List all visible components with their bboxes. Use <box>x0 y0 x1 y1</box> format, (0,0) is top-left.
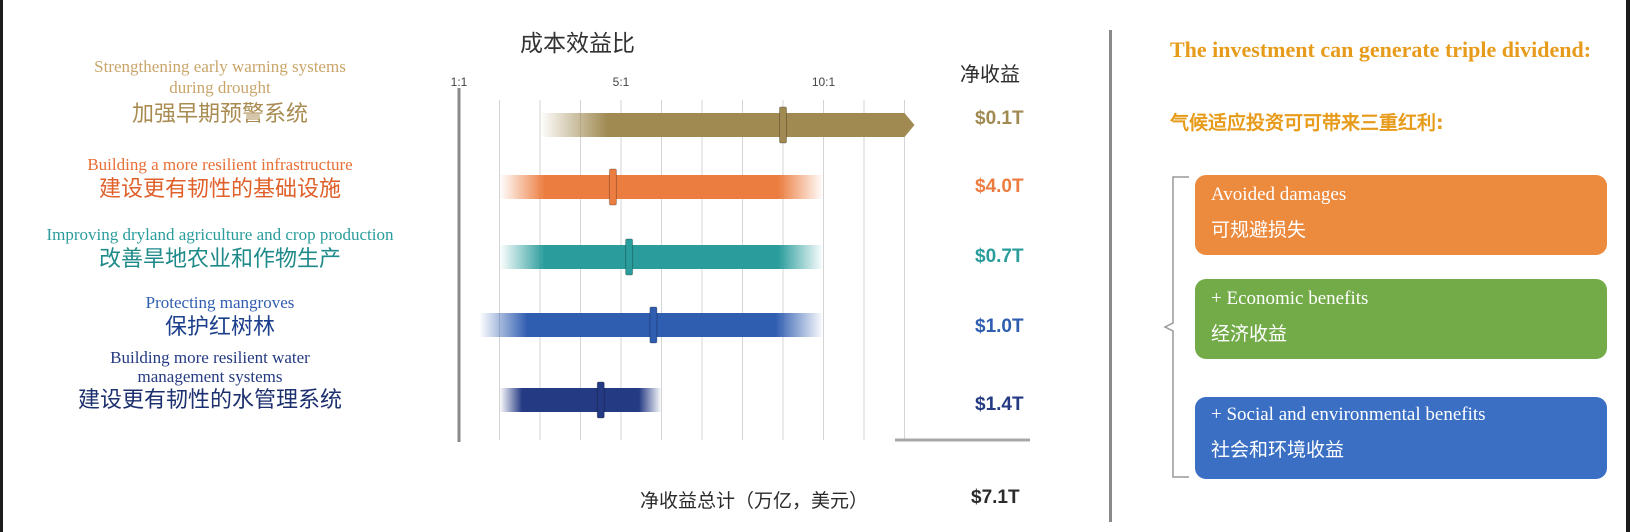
benefit-en: + Social and environmental benefits <box>1211 404 1486 425</box>
net-value-mangroves: $1.0T <box>975 316 1024 337</box>
panel-divider <box>1109 30 1112 522</box>
benefit-box-economic: + Economic benefits 经济收益 <box>1195 279 1607 359</box>
row-label-zh: 加强早期预警系统 <box>131 102 308 127</box>
row-label-infrastructure: Building a more resilient infrastructure… <box>0 154 440 205</box>
row-label-en: Building more resilient water management… <box>110 348 310 386</box>
x-tick-label: 1:1 <box>451 75 468 89</box>
bar-range <box>499 388 662 412</box>
bar-range <box>499 175 824 199</box>
benefit-box-avoided-damages: Avoided damages 可规避损失 <box>1195 175 1607 255</box>
dividend-title-en: The investment can generate triple divid… <box>1170 37 1592 62</box>
row-label-zh: 建设更有韧性的基础设施 <box>98 177 341 202</box>
row-label-en: Protecting mangroves <box>145 293 295 312</box>
row-label-zh: 保护红树林 <box>164 315 275 340</box>
dividend-title-zh: 气候适应投资可可带来三重红利: <box>1170 112 1444 134</box>
row-label-zh: 改善旱地农业和作物生产 <box>98 247 341 272</box>
benefit-en: Avoided damages <box>1211 184 1347 205</box>
x-tick-label: 5:1 <box>613 75 630 89</box>
total-value: $7.1T <box>971 487 1020 508</box>
total-label: 净收益总计（万亿，美元） <box>640 490 869 512</box>
ratio-marker <box>649 306 658 344</box>
ratio-marker <box>779 106 787 144</box>
benefit-zh: 可规避损失 <box>1211 219 1307 241</box>
row-label-en: Strengthening early warning systems duri… <box>94 57 346 97</box>
benefit-zh: 经济收益 <box>1211 323 1288 345</box>
chart-plot: 1:1 5:1 10:1 <box>451 75 1030 442</box>
row-label-mangroves: Protecting mangroves 保护红树林 <box>0 292 440 343</box>
bar-range <box>540 113 915 137</box>
net-value-agriculture: $0.7T <box>975 246 1024 267</box>
row-label-en: Building a more resilient infrastructure <box>87 155 353 174</box>
net-value-water: $1.4T <box>975 394 1024 415</box>
row-label-early-warning: Strengthening early warning systems duri… <box>0 56 440 130</box>
x-tick-label: 10:1 <box>812 75 836 89</box>
frame-left-edge <box>0 0 3 532</box>
net-value-early-warning: $0.1T <box>975 108 1024 129</box>
ratio-marker <box>608 168 617 206</box>
row-label-agriculture: Improving dryland agriculture and crop p… <box>0 224 440 275</box>
benefit-box-social-environmental: + Social and environmental benefits 社会和环… <box>1195 397 1607 479</box>
benefit-en: + Economic benefits <box>1211 288 1369 309</box>
row-label-water: Building more resilient water management… <box>0 348 420 416</box>
benefit-zh: 社会和环境收益 <box>1211 439 1345 461</box>
bracket-icon <box>1163 176 1189 478</box>
frame-right-edge <box>1626 0 1630 532</box>
row-label-zh: 建设更有韧性的水管理系统 <box>77 388 342 413</box>
net-benefit-header: 净收益 <box>960 62 1020 86</box>
row-label-en: Improving dryland agriculture and crop p… <box>46 225 394 244</box>
bar-range <box>499 245 824 269</box>
ratio-marker <box>596 381 605 419</box>
ratio-marker <box>625 238 634 276</box>
chart-title: 成本效益比 <box>520 31 635 57</box>
net-value-infrastructure: $4.0T <box>975 176 1024 197</box>
